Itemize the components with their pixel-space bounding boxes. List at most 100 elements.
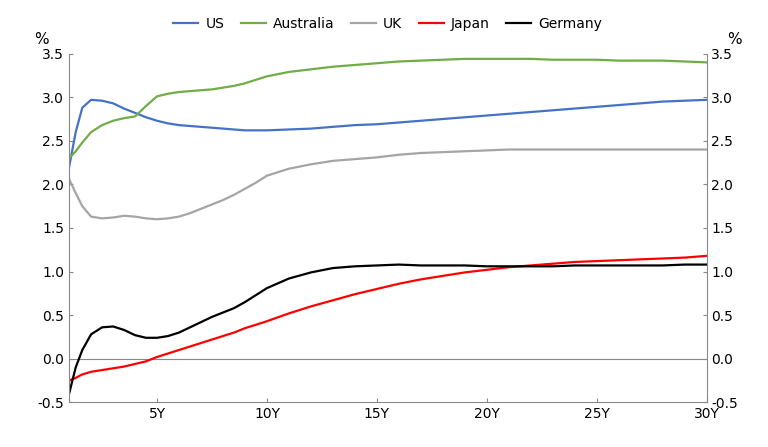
Japan xyxy=(263,319,272,324)
UK xyxy=(78,203,87,209)
US xyxy=(141,114,151,120)
UK xyxy=(460,148,469,154)
Japan xyxy=(416,277,425,282)
Germany xyxy=(207,314,217,320)
US xyxy=(460,114,469,120)
Japan xyxy=(185,344,194,349)
Australia xyxy=(65,156,74,161)
Japan xyxy=(207,337,217,342)
Australia xyxy=(526,56,535,62)
US xyxy=(263,128,272,133)
US xyxy=(680,98,689,103)
Germany xyxy=(65,391,74,396)
US xyxy=(570,106,579,111)
Germany xyxy=(614,263,624,268)
Germany xyxy=(592,263,601,268)
Australia xyxy=(570,57,579,63)
Germany xyxy=(164,333,173,339)
Australia xyxy=(636,58,645,63)
Japan xyxy=(87,369,96,375)
Australia xyxy=(658,58,667,63)
Australia xyxy=(152,94,161,99)
US xyxy=(131,110,140,116)
UK xyxy=(350,156,359,162)
Australia xyxy=(372,60,382,66)
Australia xyxy=(131,114,140,119)
Germany xyxy=(306,270,316,275)
Germany xyxy=(98,325,107,330)
Japan xyxy=(306,304,316,309)
Germany xyxy=(328,266,337,271)
UK xyxy=(372,155,382,160)
Germany xyxy=(120,327,129,333)
Australia xyxy=(394,59,403,64)
US xyxy=(482,113,492,118)
Japan xyxy=(460,270,469,275)
Line: UK: UK xyxy=(69,149,707,219)
Japan xyxy=(658,256,667,261)
US xyxy=(251,128,260,133)
UK xyxy=(207,202,217,207)
US xyxy=(592,104,601,110)
Australia xyxy=(108,118,118,123)
Germany xyxy=(197,320,206,325)
Germany xyxy=(416,263,425,268)
UK xyxy=(251,180,260,186)
UK xyxy=(87,214,96,219)
Germany xyxy=(87,332,96,337)
Germany xyxy=(394,262,403,267)
Australia xyxy=(218,85,227,90)
Germany xyxy=(284,276,293,281)
Germany xyxy=(78,347,87,353)
Australia xyxy=(98,122,107,128)
Japan xyxy=(284,311,293,316)
Japan xyxy=(174,347,184,353)
US xyxy=(152,118,161,123)
US xyxy=(78,105,87,110)
US xyxy=(658,99,667,104)
UK xyxy=(174,214,184,219)
US xyxy=(350,122,359,128)
Australia xyxy=(504,56,513,62)
UK xyxy=(636,147,645,152)
Germany xyxy=(570,263,579,268)
Japan xyxy=(636,257,645,262)
Japan xyxy=(71,375,81,380)
UK xyxy=(131,214,140,219)
Japan xyxy=(230,330,239,335)
Australia xyxy=(439,57,448,63)
Germany xyxy=(71,365,81,370)
Australia xyxy=(592,57,601,63)
Japan xyxy=(614,257,624,263)
US xyxy=(394,120,403,125)
UK xyxy=(152,216,161,222)
UK xyxy=(548,147,558,152)
Australia xyxy=(416,58,425,63)
US xyxy=(207,125,217,131)
US xyxy=(284,127,293,132)
Germany xyxy=(350,264,359,269)
US xyxy=(164,121,173,126)
Japan xyxy=(328,298,337,303)
Australia xyxy=(197,88,206,93)
Japan xyxy=(372,287,382,292)
UK xyxy=(306,162,316,167)
UK xyxy=(504,147,513,152)
UK xyxy=(65,177,74,182)
UK xyxy=(394,152,403,157)
Germany xyxy=(185,325,194,330)
Japan xyxy=(570,259,579,265)
Japan xyxy=(120,364,129,369)
Line: Germany: Germany xyxy=(69,265,707,394)
UK xyxy=(185,211,194,216)
UK xyxy=(230,192,239,198)
Germany xyxy=(636,263,645,268)
US xyxy=(120,106,129,111)
US xyxy=(372,122,382,127)
Germany xyxy=(108,324,118,329)
Germany xyxy=(240,299,250,305)
US xyxy=(98,98,107,103)
UK xyxy=(120,213,129,219)
Australia xyxy=(174,89,184,95)
Germany xyxy=(548,264,558,269)
